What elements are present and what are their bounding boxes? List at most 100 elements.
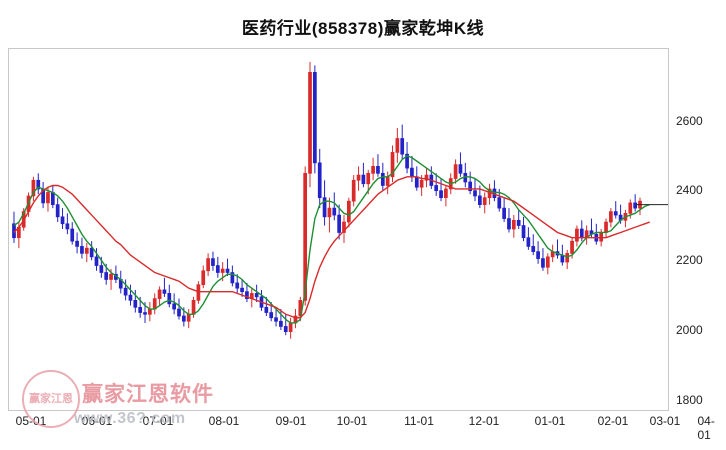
- candle: [356, 166, 361, 191]
- candle: [468, 171, 473, 195]
- candle: [516, 209, 521, 229]
- candle: [274, 307, 278, 327]
- x-tick-12-01: 12-01: [468, 414, 500, 428]
- candle: [584, 225, 589, 245]
- candle: [555, 239, 560, 259]
- candle: [123, 279, 128, 301]
- candle: [405, 141, 409, 174]
- candle: [434, 173, 439, 196]
- candle: [424, 168, 429, 188]
- candle: [487, 183, 492, 205]
- candle: [385, 171, 390, 195]
- candle: [65, 213, 70, 235]
- x-tick-11-01: 11-01: [404, 414, 434, 428]
- candle: [235, 274, 240, 294]
- candle: [376, 154, 380, 177]
- candle: [148, 302, 152, 322]
- x-tick-03-01: 03-01: [649, 414, 681, 428]
- candle: [575, 225, 579, 247]
- candle: [473, 178, 477, 202]
- candle: [400, 124, 405, 160]
- candle: [361, 162, 366, 188]
- candle: [526, 227, 531, 250]
- candle: [128, 284, 133, 306]
- candle: [439, 178, 443, 202]
- candle: [342, 215, 346, 243]
- candle: [186, 309, 191, 329]
- candle: [80, 237, 84, 259]
- candle: [545, 253, 550, 275]
- ma-line: [13, 176, 650, 319]
- candle: [317, 148, 322, 209]
- candle: [206, 253, 210, 276]
- x-tick-07-01: 07-01: [142, 414, 174, 428]
- axis-left-border: [8, 48, 9, 410]
- candle: [55, 197, 60, 223]
- candle: [167, 284, 172, 308]
- candle: [60, 208, 65, 229]
- candle: [609, 208, 613, 228]
- candle: [50, 185, 55, 209]
- candle: [36, 173, 41, 195]
- candle: [303, 166, 308, 306]
- x-tick-06-01: 06-01: [81, 414, 113, 428]
- candle: [254, 284, 259, 303]
- candle: [327, 197, 332, 233]
- candle: [259, 289, 264, 311]
- candle: [118, 270, 123, 294]
- candle: [230, 265, 235, 287]
- candle: [521, 216, 526, 242]
- candle: [351, 175, 356, 207]
- candle: [12, 211, 16, 243]
- candle: [322, 180, 327, 226]
- candle: [31, 176, 36, 202]
- ma-line: [13, 155, 650, 324]
- candle: [245, 282, 249, 303]
- candle: [463, 162, 468, 188]
- candle: [225, 258, 230, 276]
- candle: [623, 209, 628, 228]
- candle: [410, 155, 414, 183]
- x-tick-02-01: 02-01: [597, 414, 629, 428]
- candle: [94, 248, 99, 271]
- candle: [444, 185, 448, 207]
- candle: [172, 293, 176, 315]
- candle: [313, 65, 317, 174]
- candle: [492, 180, 497, 202]
- candle: [211, 251, 215, 271]
- y-tick-2000: 2000: [676, 323, 703, 337]
- axis-top-border: [8, 48, 668, 49]
- candle: [633, 194, 638, 212]
- candle: [613, 201, 618, 219]
- candle: [308, 61, 312, 188]
- y-tick-2200: 2200: [676, 253, 703, 267]
- candle: [429, 166, 434, 189]
- candle: [458, 152, 463, 177]
- candle: [201, 265, 206, 289]
- candle: [283, 314, 288, 336]
- price-chart-svg: [12, 61, 668, 339]
- x-tick-08-01: 08-01: [208, 414, 240, 428]
- chart-title: 医药行业(858378)赢家乾坤K线: [241, 19, 485, 38]
- axis-bottom-border: [8, 410, 669, 411]
- candle: [594, 223, 599, 245]
- candle: [604, 218, 608, 238]
- candle: [279, 309, 283, 330]
- candle: [152, 293, 157, 315]
- candle: [133, 289, 138, 313]
- x-tick-10-01: 10-01: [336, 414, 368, 428]
- candle: [511, 215, 516, 238]
- axis-right-border: [668, 48, 669, 410]
- candle: [550, 244, 555, 263]
- candle: [502, 197, 506, 223]
- candle: [288, 317, 293, 339]
- x-tick-05-01: 05-01: [15, 414, 47, 428]
- candle: [215, 256, 220, 278]
- y-tick-2600: 2600: [676, 114, 703, 128]
- candle: [346, 197, 351, 228]
- candle: [240, 279, 244, 297]
- candle: [293, 309, 298, 329]
- candle: [332, 192, 337, 221]
- price-plot: [8, 48, 668, 410]
